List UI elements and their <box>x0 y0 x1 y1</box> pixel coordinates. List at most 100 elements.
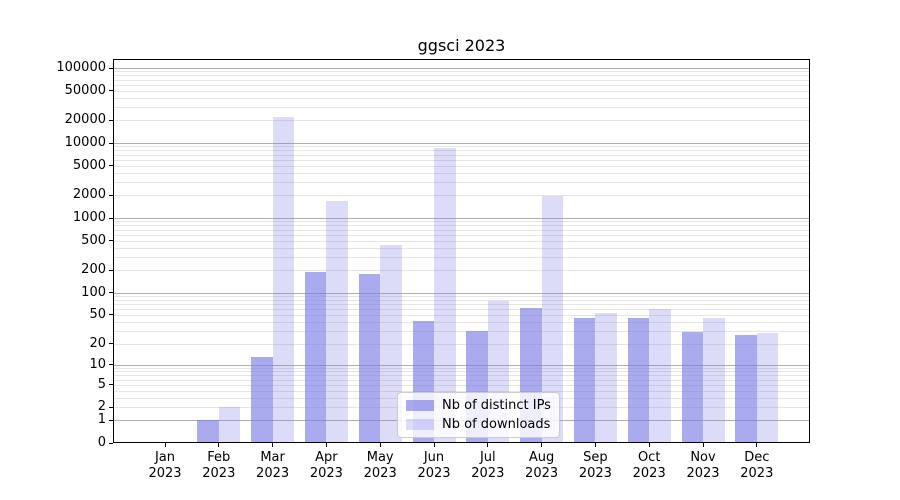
gridline-60000 <box>113 84 810 86</box>
bar-nb-of-distinct-ips-nov-2023 <box>681 332 703 443</box>
gridline-500 <box>113 240 810 242</box>
gridline-300 <box>113 257 810 259</box>
legend-swatch-downloads <box>406 419 434 430</box>
y-tick-label-1000: 1000 <box>72 210 106 225</box>
gridline-4 <box>113 390 810 392</box>
x-tick-label-feb-2023: Feb 2023 <box>202 450 236 481</box>
gridline-100 <box>113 292 810 294</box>
y-tick-label-100000: 100000 <box>56 60 106 75</box>
x-tick-label-jan-2023: Jan 2023 <box>148 450 182 481</box>
bar-nb-of-downloads-may-2023 <box>380 245 402 443</box>
gridline-9 <box>113 368 810 369</box>
y-tick-mark <box>109 67 113 69</box>
y-tick-mark <box>109 364 113 366</box>
y-tick-mark <box>109 384 113 386</box>
x-tick-mark <box>541 443 543 447</box>
y-tick-mark <box>109 240 113 241</box>
bar-nb-of-distinct-ips-oct-2023 <box>627 317 650 443</box>
bar-nb-of-downloads-dec-2023 <box>756 333 779 443</box>
y-tick-label-20000: 20000 <box>64 112 106 128</box>
x-tick-label-mar-2023: Mar 2023 <box>256 450 290 481</box>
legend-swatch-distinct-ips <box>406 400 434 411</box>
y-tick-label-500: 500 <box>81 232 106 248</box>
y-tick-label-0: 0 <box>97 435 106 450</box>
x-tick-label-dec-2023: Dec 2023 <box>740 450 774 481</box>
gridline-30000 <box>113 107 810 109</box>
gridline-8 <box>113 371 810 373</box>
x-tick-label-may-2023: May 2023 <box>363 450 397 481</box>
y-tick-label-20: 20 <box>89 335 106 351</box>
y-tick-mark <box>109 142 113 144</box>
gridline-900 <box>113 221 810 223</box>
gridline-4000 <box>113 172 810 174</box>
y-tick-mark <box>109 419 113 421</box>
y-tick-label-5000: 5000 <box>72 157 106 173</box>
gridline-5 <box>113 384 810 386</box>
legend: Nb of distinct IPs Nb of downloads <box>397 392 560 438</box>
y-tick-label-50000: 50000 <box>64 82 106 98</box>
x-tick-mark <box>272 443 274 447</box>
gridline-6000 <box>113 159 810 161</box>
gridline-30 <box>113 331 810 333</box>
y-tick-mark <box>109 406 113 408</box>
gridline-40 <box>113 322 810 323</box>
x-tick-label-nov-2023: Nov 2023 <box>686 450 720 481</box>
gridline-90 <box>113 296 810 298</box>
x-tick-mark <box>325 443 327 447</box>
bar-nb-of-distinct-ips-may-2023 <box>358 273 381 443</box>
gridline-6 <box>113 379 810 381</box>
bar-nb-of-distinct-ips-mar-2023 <box>251 357 273 443</box>
y-tick-mark <box>109 442 113 444</box>
gridline-5000 <box>113 165 810 167</box>
y-tick-mark <box>109 217 113 219</box>
y-tick-label-200: 200 <box>81 262 106 278</box>
x-tick-mark <box>164 443 166 447</box>
gridline-400 <box>113 247 810 249</box>
bar-nb-of-distinct-ips-apr-2023 <box>304 271 327 443</box>
y-tick-label-1: 1 <box>97 412 106 428</box>
gridline-700 <box>113 229 810 231</box>
gridline-7000 <box>113 154 810 156</box>
gridline-80 <box>113 299 810 301</box>
gridline-50000 <box>113 90 810 92</box>
gridline-20 <box>113 343 810 345</box>
y-tick-mark <box>109 343 113 345</box>
x-tick-label-aug-2023: Aug 2023 <box>525 450 559 481</box>
bar-nb-of-downloads-sep-2023 <box>595 313 617 443</box>
y-tick-mark <box>109 165 113 167</box>
gridline-600 <box>113 234 810 236</box>
gridline-60 <box>113 309 810 311</box>
gridline-200 <box>113 270 810 272</box>
x-tick-mark <box>487 443 489 447</box>
gridline-2000 <box>113 195 810 197</box>
gridline-80000 <box>113 75 810 77</box>
gridline-50 <box>113 314 810 316</box>
y-tick-label-50: 50 <box>89 306 106 322</box>
y-tick-mark <box>109 119 113 121</box>
y-tick-label-10: 10 <box>89 356 106 372</box>
y-tick-label-10000: 10000 <box>64 135 106 150</box>
gridline-800 <box>113 225 810 227</box>
gridline-20000 <box>113 120 810 122</box>
y-tick-mark <box>109 90 113 92</box>
legend-item-downloads: Nb of downloads <box>406 417 551 432</box>
gridline-70000 <box>113 79 810 81</box>
x-tick-mark <box>594 443 596 447</box>
gridline-70 <box>113 304 810 306</box>
gridline-100000 <box>113 68 810 69</box>
gridline-9000 <box>113 146 810 148</box>
y-tick-mark <box>109 269 113 271</box>
gridline-8000 <box>113 150 810 152</box>
gridline-90000 <box>113 71 810 73</box>
bar-nb-of-downloads-oct-2023 <box>649 309 671 443</box>
bar-nb-of-downloads-jun-2023 <box>434 147 456 443</box>
x-tick-label-oct-2023: Oct 2023 <box>632 450 666 481</box>
bar-nb-of-downloads-aug-2023 <box>541 196 564 443</box>
legend-label-downloads: Nb of downloads <box>442 417 551 432</box>
y-tick-label-100: 100 <box>81 284 106 300</box>
y-tick-label-5: 5 <box>97 376 106 392</box>
x-tick-label-apr-2023: Apr 2023 <box>309 450 343 481</box>
bar-nb-of-distinct-ips-feb-2023 <box>197 420 219 443</box>
bar-nb-of-downloads-mar-2023 <box>272 117 295 443</box>
x-tick-mark <box>756 443 758 447</box>
